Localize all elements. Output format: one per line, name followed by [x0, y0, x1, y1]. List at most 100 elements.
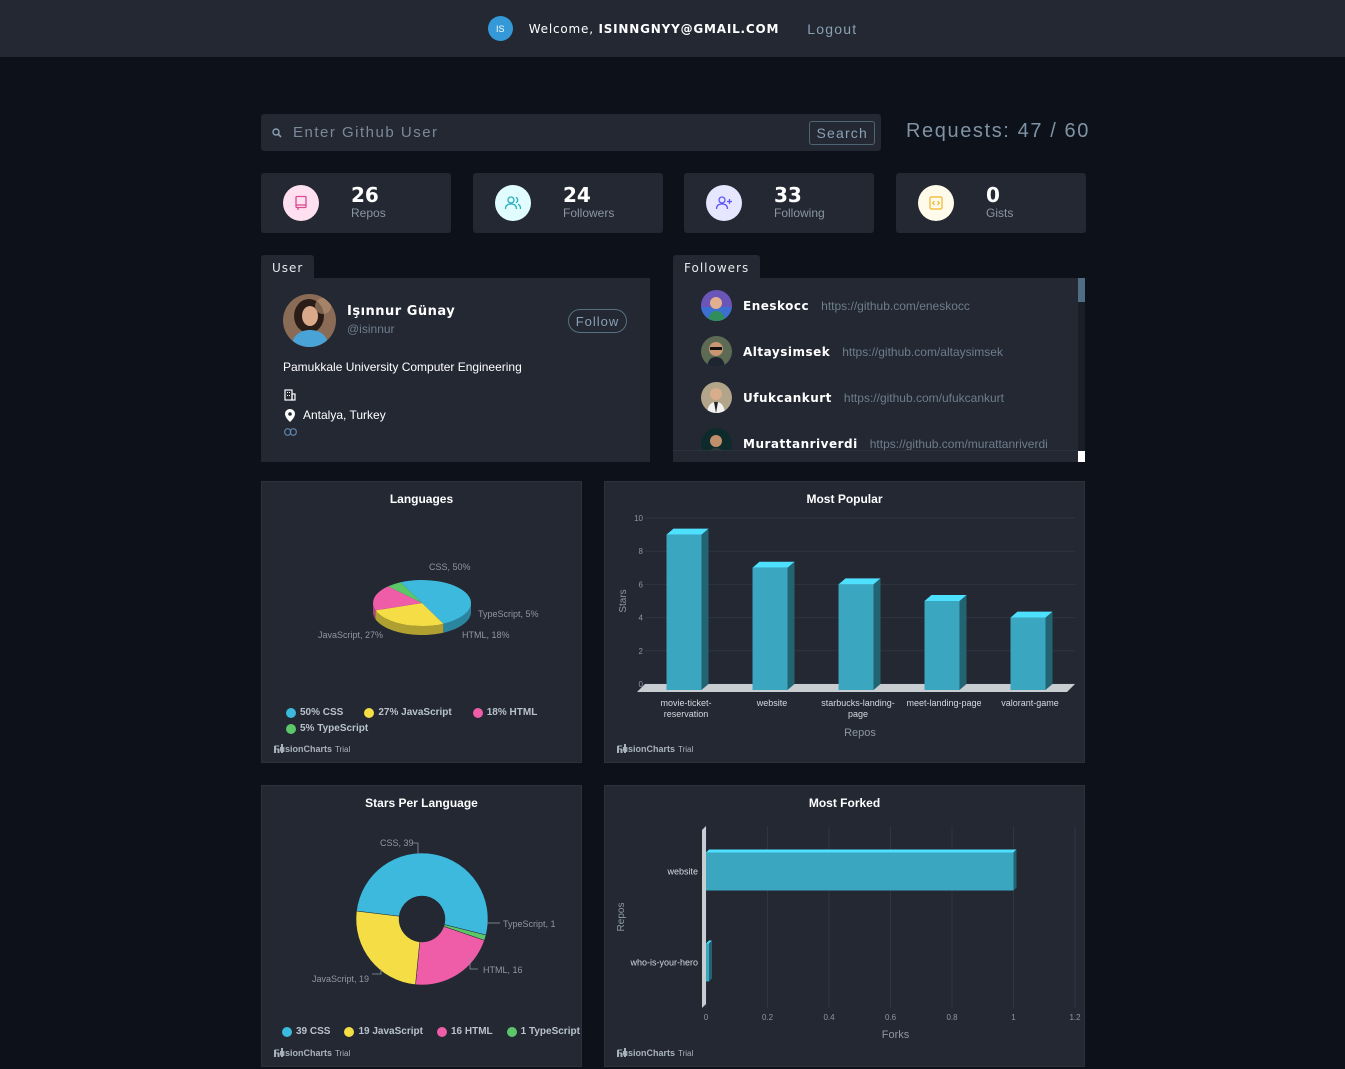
welcome-text: Welcome, ISINNGNYY@GMAIL.COM: [529, 22, 780, 36]
fusioncharts-logo-icon: [617, 1048, 626, 1057]
bar: [838, 578, 881, 690]
legend-label: 19 JavaScript: [358, 1026, 423, 1037]
stars-doughnut-svg: CSS, 39 JavaScript, 19 HTML, 16 TypeScript,…: [312, 838, 556, 986]
fusioncharts-trial-badge[interactable]: FusionCharts Trial: [274, 744, 350, 754]
x-tick-label: website: [756, 698, 788, 708]
user-avatar-badge[interactable]: IS: [487, 16, 513, 41]
doughnut-slice: [355, 910, 420, 985]
languages-chart: CSS, 50% JavaScript, 27% HTML, 18% TypeScri…: [261, 481, 582, 763]
brand-suffix: Trial: [335, 744, 351, 754]
legend-item[interactable]: 27% JavaScript: [364, 707, 452, 718]
legend-item[interactable]: 5% TypeScript: [286, 723, 368, 734]
followers-scrollbar[interactable]: [1078, 278, 1085, 462]
stat-label: Followers: [563, 206, 615, 220]
bar-top: [706, 940, 712, 944]
chart-wall: [702, 826, 706, 1008]
follower-link[interactable]: https://github.com/murattanriverdi: [869, 436, 1048, 451]
user-card: Işınnur Günay @isinnur Follow Pamukkale …: [261, 278, 650, 462]
y-tick-label: 6: [639, 580, 644, 589]
y-tick-label: 8: [639, 547, 644, 556]
doughnut-slice-label: JavaScript, 19: [312, 974, 369, 984]
search-button[interactable]: Search: [809, 120, 875, 145]
scrollbar-thumb[interactable]: [1078, 278, 1085, 302]
legend-dot: [472, 707, 483, 718]
bar-side: [873, 578, 881, 690]
legend-dot: [344, 1026, 355, 1037]
location-pin-icon: [283, 408, 297, 422]
bar-side: [701, 528, 709, 690]
legend-label: 39 CSS: [296, 1026, 331, 1037]
follower-name: Eneskocc: [743, 298, 810, 313]
legend-item[interactable]: 1 TypeScript: [506, 1026, 580, 1037]
legend-label: 27% JavaScript: [378, 707, 452, 718]
bar-top: [924, 595, 967, 601]
fusioncharts-logo-icon: [274, 1048, 283, 1057]
list-fade: [673, 450, 1078, 462]
legend-item[interactable]: 16 HTML: [436, 1026, 493, 1037]
follower-item[interactable]: Altaysimsek https://github.com/altaysims…: [701, 336, 1003, 367]
bar-side: [709, 940, 712, 982]
follower-item[interactable]: Eneskocc https://github.com/eneskocc: [701, 290, 970, 321]
doughnut-slice-label: HTML, 16: [483, 965, 523, 975]
bar-front: [752, 567, 788, 690]
languages-pie-svg: CSS, 50% JavaScript, 27% HTML, 18% TypeScri…: [318, 562, 539, 640]
users-icon: [495, 185, 531, 221]
legend-item[interactable]: 19 JavaScript: [344, 1026, 423, 1037]
requests-counter: Requests: 47 / 60: [906, 120, 1090, 142]
link-icon[interactable]: [283, 428, 297, 436]
legend-label: 1 TypeScript: [520, 1026, 580, 1037]
pie-slice-side: [443, 603, 471, 633]
follower-link[interactable]: https://github.com/ufukcankurt: [843, 390, 1005, 405]
x-tick-label: valorant-game: [1001, 698, 1059, 708]
legend-dot: [506, 1026, 517, 1037]
stat-card-gists: 0 Gists: [896, 173, 1086, 233]
user-handle: @isinnur: [347, 322, 395, 336]
bar-front: [666, 534, 702, 690]
doughnut-slice: [356, 852, 489, 936]
most-popular-chart: 0 2 4 6 8 10 movie-ticket-reservation website st…: [604, 481, 1085, 763]
stat-value: 33: [774, 183, 802, 207]
y-axis-label: Repos: [616, 903, 627, 932]
user-company-row: [283, 389, 303, 401]
legend-dot: [286, 723, 296, 734]
follower-link[interactable]: https://github.com/eneskocc: [821, 298, 970, 313]
legend-item[interactable]: 39 CSS: [282, 1026, 330, 1037]
user-plus-icon: [706, 185, 742, 221]
user-full-name: Işınnur Günay: [347, 304, 456, 319]
fusioncharts-trial-badge[interactable]: FusionCharts Trial: [617, 1048, 693, 1058]
follower-link[interactable]: https://github.com/altaysimsek: [842, 344, 1003, 359]
legend-dot: [286, 707, 296, 718]
bar-side: [1045, 611, 1053, 690]
user-profile-avatar: [283, 294, 336, 347]
bar-top: [752, 561, 795, 568]
most-popular-bar-svg: 0 2 4 6 8 10 movie-ticket-reservation website st…: [618, 514, 1075, 739]
user-location-row: Antalya, Turkey: [283, 408, 386, 422]
label-leader-line: [469, 957, 478, 970]
chart-title: Most Forked: [808, 796, 881, 810]
bar-front: [706, 943, 709, 982]
pie-slice: [373, 586, 422, 611]
logout-button[interactable]: Logout: [807, 20, 858, 37]
label-leader-line: [372, 969, 382, 975]
legend-dot: [282, 1026, 292, 1037]
stat-card-followers: 24 Followers: [473, 173, 663, 233]
follower-item[interactable]: Ufukcankurt https://github.com/ufukcanku…: [701, 382, 1004, 413]
bar-front: [706, 852, 1014, 891]
x-tick-label: 0.4: [823, 1013, 835, 1022]
brand-suffix: Trial: [335, 1048, 351, 1058]
bar-side: [959, 595, 967, 690]
bar-side: [787, 561, 795, 690]
y-tick-label: 2: [639, 647, 644, 656]
bar-front: [924, 601, 960, 690]
legend-item[interactable]: 18% HTML: [472, 707, 537, 718]
x-tick-label: page: [848, 709, 868, 719]
fusioncharts-trial-badge[interactable]: FusionCharts Trial: [274, 1048, 350, 1058]
fusioncharts-trial-badge[interactable]: FusionCharts Trial: [617, 744, 693, 754]
follow-button[interactable]: Follow: [568, 309, 627, 333]
x-tick-label: 0.2: [762, 1013, 774, 1022]
search-input[interactable]: [293, 114, 810, 151]
legend-item[interactable]: 50% CSS: [286, 707, 343, 718]
user-blog-row[interactable]: [283, 428, 303, 436]
doughnut-slice: [415, 926, 485, 986]
legend-label: 50% CSS: [300, 707, 344, 718]
